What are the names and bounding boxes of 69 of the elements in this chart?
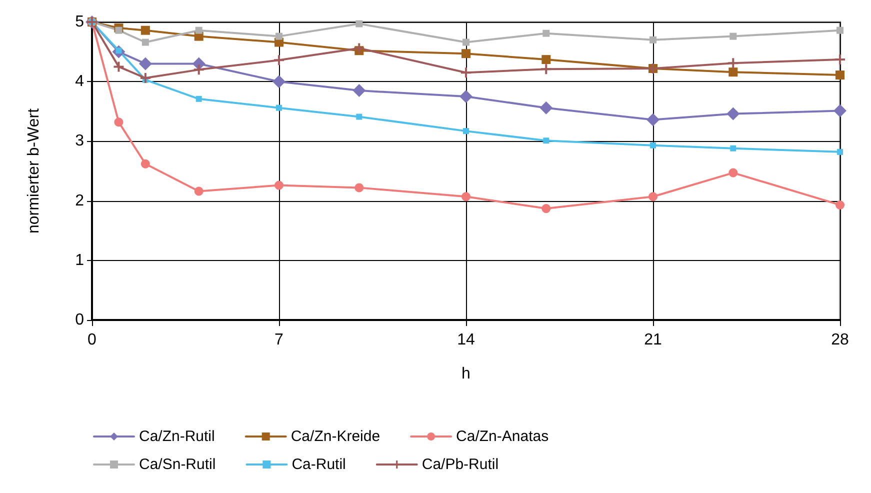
point xyxy=(194,186,204,196)
point xyxy=(648,192,658,202)
point xyxy=(541,64,552,74)
point xyxy=(462,49,470,58)
point xyxy=(730,32,737,40)
point xyxy=(140,159,150,168)
point xyxy=(650,36,656,44)
x-tick-label: 28 xyxy=(831,332,849,348)
point xyxy=(542,30,550,37)
point xyxy=(140,73,150,84)
legend-label: Ca/Pb-Rutil xyxy=(422,456,499,473)
point xyxy=(542,55,551,64)
point xyxy=(194,64,204,75)
point xyxy=(356,114,362,120)
point xyxy=(836,70,844,80)
point xyxy=(274,180,284,190)
y-tick-label: 3 xyxy=(75,132,84,150)
y-axis-title: normierter b-Wert xyxy=(26,108,42,234)
point xyxy=(462,38,470,46)
x-tick-label: 21 xyxy=(644,332,662,348)
point xyxy=(142,38,149,46)
point xyxy=(728,68,738,77)
point xyxy=(836,200,844,210)
point xyxy=(276,32,282,40)
point xyxy=(646,113,660,126)
point xyxy=(354,43,364,54)
point xyxy=(543,138,550,144)
point xyxy=(837,148,843,155)
point xyxy=(461,68,471,78)
y-tick-label: 2 xyxy=(75,192,84,210)
x-tick-label: 0 xyxy=(88,332,97,348)
point xyxy=(463,128,469,134)
legend-label: Ca/Zn-Kreide xyxy=(290,428,380,445)
legend-label: Ca/Zn-Anatas xyxy=(456,428,549,445)
legend-label: Ca-Rutil xyxy=(292,456,346,473)
y-tick-label: 0 xyxy=(75,312,84,328)
point xyxy=(140,26,150,35)
point xyxy=(834,104,846,118)
point xyxy=(542,204,551,214)
point xyxy=(730,145,736,152)
point xyxy=(835,54,845,65)
point xyxy=(276,104,282,111)
point xyxy=(354,183,364,192)
legend-label: Ca/Sn-Rutil xyxy=(139,456,216,473)
legend-label: Ca/Zn-Rutil xyxy=(139,428,215,445)
point xyxy=(540,101,553,114)
point xyxy=(114,62,124,72)
point xyxy=(138,57,152,70)
point xyxy=(726,107,740,120)
x-tick-label: 14 xyxy=(457,332,475,348)
point xyxy=(115,26,122,34)
x-tick-label: 7 xyxy=(274,332,284,348)
point xyxy=(650,142,656,148)
y-tick-label: 1 xyxy=(75,252,84,269)
point xyxy=(274,55,284,66)
point xyxy=(728,168,738,178)
point xyxy=(272,75,286,88)
point xyxy=(196,96,202,102)
y-tick-label: 5 xyxy=(75,14,84,30)
point xyxy=(356,20,363,28)
point xyxy=(462,192,470,202)
point xyxy=(352,84,366,98)
point xyxy=(836,26,844,34)
y-tick-label: 4 xyxy=(75,73,84,90)
point xyxy=(460,90,472,103)
point xyxy=(195,26,202,34)
point xyxy=(114,118,124,127)
x-axis-title: h xyxy=(462,366,470,382)
point xyxy=(728,58,738,68)
